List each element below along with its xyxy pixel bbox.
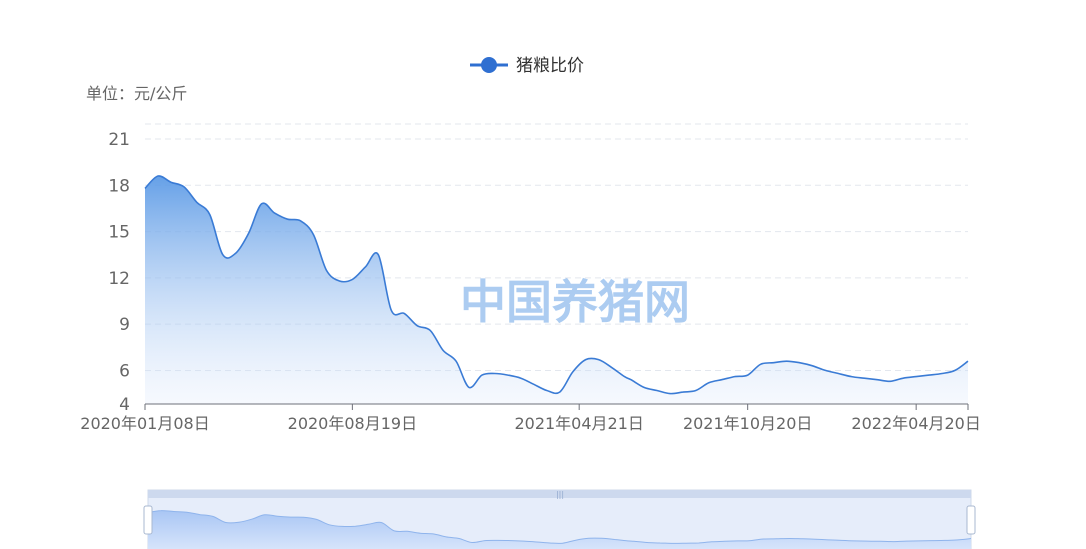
y-axis: 4 6 9 12 15 18 21 (108, 130, 130, 415)
x-tick-label: 2020年01月08日 (80, 414, 209, 433)
y-tick-label: 12 (108, 269, 130, 289)
datazoom-slider[interactable]: ||| (143, 489, 976, 549)
y-tick-label: 4 (119, 395, 130, 415)
x-tick-label: 2020年08月19日 (288, 414, 417, 433)
x-tick-label: 2021年04月21日 (514, 414, 643, 433)
legend[interactable]: 猪粮比价 (470, 56, 584, 76)
unit-label: 单位：元/公斤 (86, 84, 187, 103)
datazoom-left-handle[interactable] (143, 505, 153, 535)
datazoom-right-handle[interactable] (966, 505, 976, 535)
y-tick-label: 9 (119, 315, 130, 335)
series-line[interactable] (144, 175, 969, 395)
legend-marker-icon (481, 57, 497, 73)
legend-label: 猪粮比价 (516, 56, 584, 76)
y-tick-label: 18 (108, 176, 130, 196)
y-tick-label: 21 (108, 130, 130, 150)
x-tick-label: 2021年10月20日 (683, 414, 812, 433)
x-tick-label: 2022年04月20日 (851, 414, 980, 433)
watermark: 中国养猪网 (460, 275, 690, 329)
x-axis: 2020年01月08日 2020年08月19日 2021年04月21日 2021年10… (80, 404, 981, 433)
y-tick-label: 6 (119, 361, 130, 381)
datazoom-handle-bar[interactable] (148, 490, 971, 498)
series-area-fill (145, 175, 968, 404)
grid-lines (145, 123, 968, 371)
datazoom-grip-icon: ||| (556, 490, 564, 499)
datazoom-preview-line (147, 510, 972, 544)
y-tick-label: 15 (108, 223, 130, 243)
